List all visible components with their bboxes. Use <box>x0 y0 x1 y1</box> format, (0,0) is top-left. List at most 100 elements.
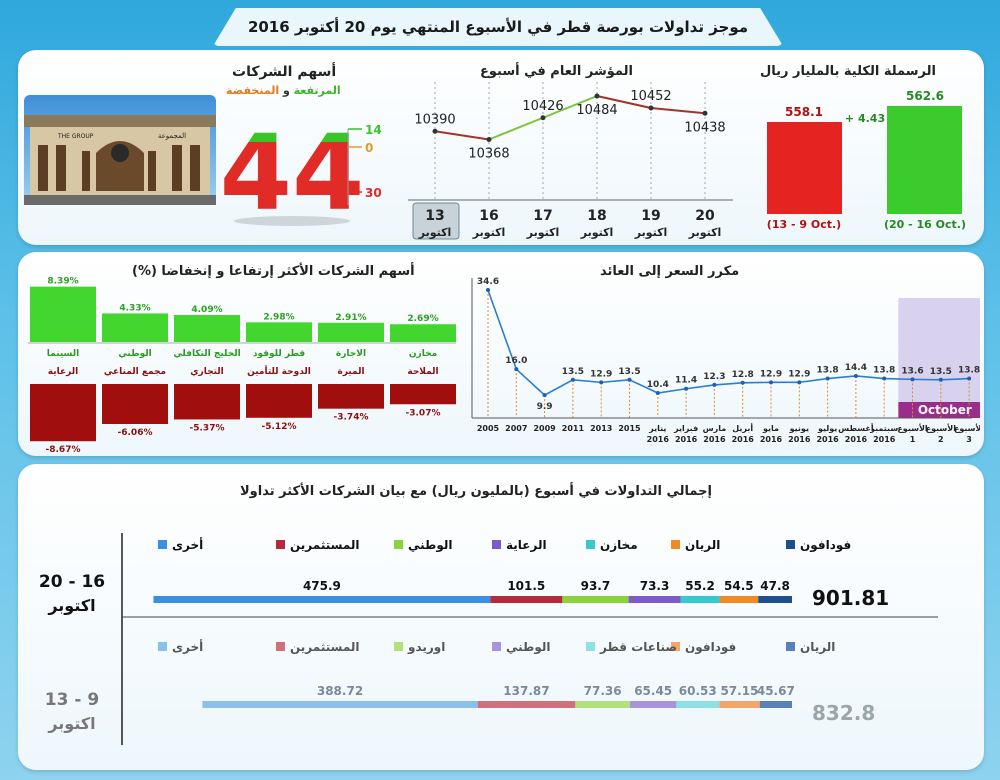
companies-title: أسهم الشركات <box>232 64 337 80</box>
gainer-bar <box>318 322 384 342</box>
trading-bar-segment <box>759 701 792 708</box>
loser-name: الرعاية <box>48 367 78 377</box>
trading-legend-label: الوطني <box>506 640 550 655</box>
pe-x-label: مايو <box>762 424 779 433</box>
loser-pct: -5.12% <box>262 422 297 432</box>
trading-legend-swatch <box>492 642 501 651</box>
index-day-label: 16 <box>479 208 498 224</box>
trading-legend-label: الوطني <box>408 538 452 553</box>
pe-x-label: الأسبوع <box>954 423 980 433</box>
pe-x-label: 2005 <box>477 424 500 433</box>
trading-week-total: 832.8 <box>812 701 875 725</box>
trading-week-total: 901.81 <box>812 586 889 610</box>
companies-up: 14 <box>365 123 382 137</box>
market-cap-prev-label: (13 - 9 Oct.) <box>767 218 841 231</box>
trading-legend-swatch <box>586 642 595 651</box>
pe-point <box>627 377 632 382</box>
companies-flat: 0 <box>365 141 373 155</box>
pe-point <box>684 386 689 391</box>
pe-x-sublabel: 2016 <box>675 435 698 444</box>
trading-bar-segment <box>575 701 631 708</box>
trading-week-days: 20 - 16 <box>39 572 105 592</box>
pe-x-sublabel: 2016 <box>760 435 783 444</box>
pe-x-label: الأسبوع <box>926 423 957 433</box>
pe-point <box>655 391 660 396</box>
pe-point <box>938 377 943 382</box>
index-value-label: 10368 <box>468 147 509 162</box>
index-value-label: 10484 <box>576 103 617 118</box>
loser-bar <box>318 384 384 409</box>
index-month-label: اكتوبر <box>580 226 614 239</box>
pe-point <box>910 377 915 382</box>
pe-x-sublabel: 2016 <box>816 435 839 444</box>
index-day-label: 18 <box>587 208 606 224</box>
gainer-pct: 2.91% <box>335 313 366 323</box>
pe-point <box>882 376 887 381</box>
loser-bar <box>390 384 456 405</box>
pe-value-label: 9.9 <box>537 402 553 412</box>
gainer-pct: 2.98% <box>263 312 294 322</box>
trading-value-label: 60.53 <box>679 684 717 698</box>
trading-value-label: 55.2 <box>685 579 715 593</box>
trading-legend-swatch <box>276 642 285 651</box>
pe-point <box>967 376 972 381</box>
trading-bar-segment <box>153 596 491 603</box>
pe-value-label: 12.9 <box>590 369 612 379</box>
market-cap-chart: 558.1 562.6 + 4.43 (13 - 9 Oct.) (20 - 1… <box>767 89 966 231</box>
index-point <box>702 110 708 116</box>
pe-value-label: 14.4 <box>845 363 867 373</box>
gainer-bar <box>246 322 312 342</box>
index-line-segment <box>596 95 652 109</box>
pe-x-label: يناير <box>648 424 666 433</box>
page-title: موجز تداولات بورصة قطر في الأسبوع المنته… <box>213 8 783 46</box>
gainer-name: قطر للوقود <box>253 349 305 359</box>
trading-bar-segment <box>758 596 792 603</box>
pe-point <box>825 376 830 381</box>
index-line-segment <box>434 130 490 141</box>
index-point <box>594 93 600 99</box>
index-value-label: 10390 <box>414 112 455 127</box>
pe-x-label: يونيو <box>789 424 809 433</box>
index-day-label: 13 <box>425 208 444 224</box>
index-chart: 10390 10368 10426 10484 10452 10438 13 اكتوبر 16… <box>408 82 733 240</box>
pe-x-label: سبتمبر <box>869 424 898 433</box>
trading-chart: فودافون الريان مخازن الرعاية الوطني المستثمري… <box>39 533 938 745</box>
gainer-pct: 8.39% <box>47 277 78 287</box>
trading-legend-swatch <box>586 540 595 549</box>
trading-legend-label: الرعاية <box>506 538 547 552</box>
loser-bar <box>246 384 312 418</box>
pe-x-label: الأسبوع <box>897 423 928 433</box>
index-value-label: 10452 <box>630 89 671 104</box>
gainer-pct: 4.09% <box>191 305 222 315</box>
loser-pct: -5.37% <box>190 423 225 433</box>
index-point <box>486 137 492 142</box>
loser-pct: -3.74% <box>334 413 369 423</box>
pe-x-sublabel: 2016 <box>873 435 896 444</box>
trading-legend-swatch <box>671 642 680 651</box>
trading-week-days: 13 - 9 <box>45 690 99 710</box>
index-title: المؤشر العام في أسبوع <box>480 64 633 79</box>
pe-value-label: 13.5 <box>562 367 584 377</box>
loser-pct: -8.67% <box>46 445 81 452</box>
trading-legend-swatch <box>276 540 285 549</box>
pe-x-sublabel: 2016 <box>788 435 811 444</box>
trading-legend-label: الريان <box>685 538 720 552</box>
trading-bar-segment <box>719 701 760 708</box>
loser-bar <box>30 384 96 442</box>
market-cap-prev-value: 558.1 <box>785 105 823 119</box>
pe-value-label: 16.0 <box>505 356 527 366</box>
gainer-name: الخليج التكافلي <box>173 349 240 359</box>
gainer-bar <box>102 313 168 342</box>
trading-bar-segment <box>630 701 677 708</box>
trading-legend-label: الريان <box>800 640 835 654</box>
trading-legend-label: اوريدو <box>407 640 445 655</box>
loser-name: الميرة <box>337 367 364 377</box>
trading-week-month: اكتوبر <box>47 714 95 733</box>
trading-value-label: 54.5 <box>724 579 754 593</box>
svg-text:المجموعة: المجموعة <box>158 132 186 140</box>
middle-panel <box>18 252 984 456</box>
trading-legend-label: صناعات قطر <box>599 640 677 654</box>
pe-x-label: مارس <box>703 424 727 434</box>
pe-x-label: 2011 <box>562 424 585 433</box>
index-day-highlight <box>412 202 460 240</box>
